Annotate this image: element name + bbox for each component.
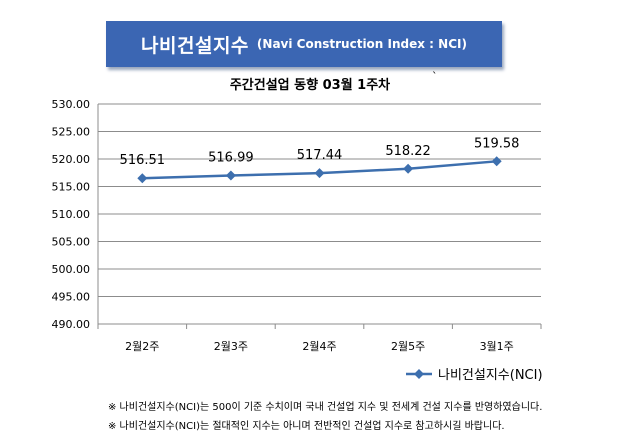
chart-subtitle: 주간건설업 동향 03월 1주차 — [229, 78, 391, 93]
data-point — [403, 163, 414, 174]
data-label: 517.44 — [297, 148, 343, 163]
y-tick-label: 505.00 — [52, 236, 91, 249]
data-label: 516.51 — [120, 153, 166, 168]
footnotes: ※ 나비건설지수(NCI)는 500이 기준 수치이며 국내 건설업 지수 및 … — [108, 398, 542, 436]
y-tick-label: 490.00 — [52, 318, 91, 331]
data-point — [137, 173, 148, 184]
data-label: 518.22 — [385, 144, 431, 159]
data-label: 516.99 — [208, 151, 254, 166]
banner-title-korean: 나비건설지수 — [141, 34, 249, 57]
data-point — [314, 168, 325, 179]
data-label: 519.58 — [474, 136, 520, 151]
x-tick-label: 2월3주 — [214, 340, 248, 353]
y-tick-label: 495.00 — [52, 291, 91, 304]
banner-title-english: (Navi Construction Index : NCI) — [256, 37, 467, 51]
y-tick-label: 500.00 — [52, 263, 91, 276]
chart-title-banner: 나비건설지수 (Navi Construction Index : NCI) — [106, 21, 502, 67]
data-point — [491, 156, 502, 167]
x-tick-label: 3월1주 — [480, 340, 514, 353]
x-tick-label: 2월5주 — [391, 340, 425, 353]
y-tick-label: 510.00 — [52, 208, 91, 221]
x-tick-label: 2월4주 — [302, 340, 336, 353]
y-tick-label: 525.00 — [52, 126, 91, 139]
legend-label: 나비건설지수(NCI) — [438, 368, 543, 383]
y-tick-label: 530.00 — [52, 98, 91, 111]
y-tick-label: 520.00 — [52, 153, 91, 166]
footnote-2: ※ 나비건설지수(NCI)는 절대적인 지수는 아니며 전반적인 건설업 지수로… — [108, 421, 505, 432]
y-tick-label: 515.00 — [52, 181, 91, 194]
x-tick-label: 2월2주 — [125, 340, 159, 353]
stray-mark: ` — [432, 70, 438, 83]
legend-marker — [414, 369, 424, 379]
footnote-1: ※ 나비건설지수(NCI)는 500이 기준 수치이며 국내 건설업 지수 및 … — [108, 402, 543, 413]
data-point — [225, 170, 236, 181]
